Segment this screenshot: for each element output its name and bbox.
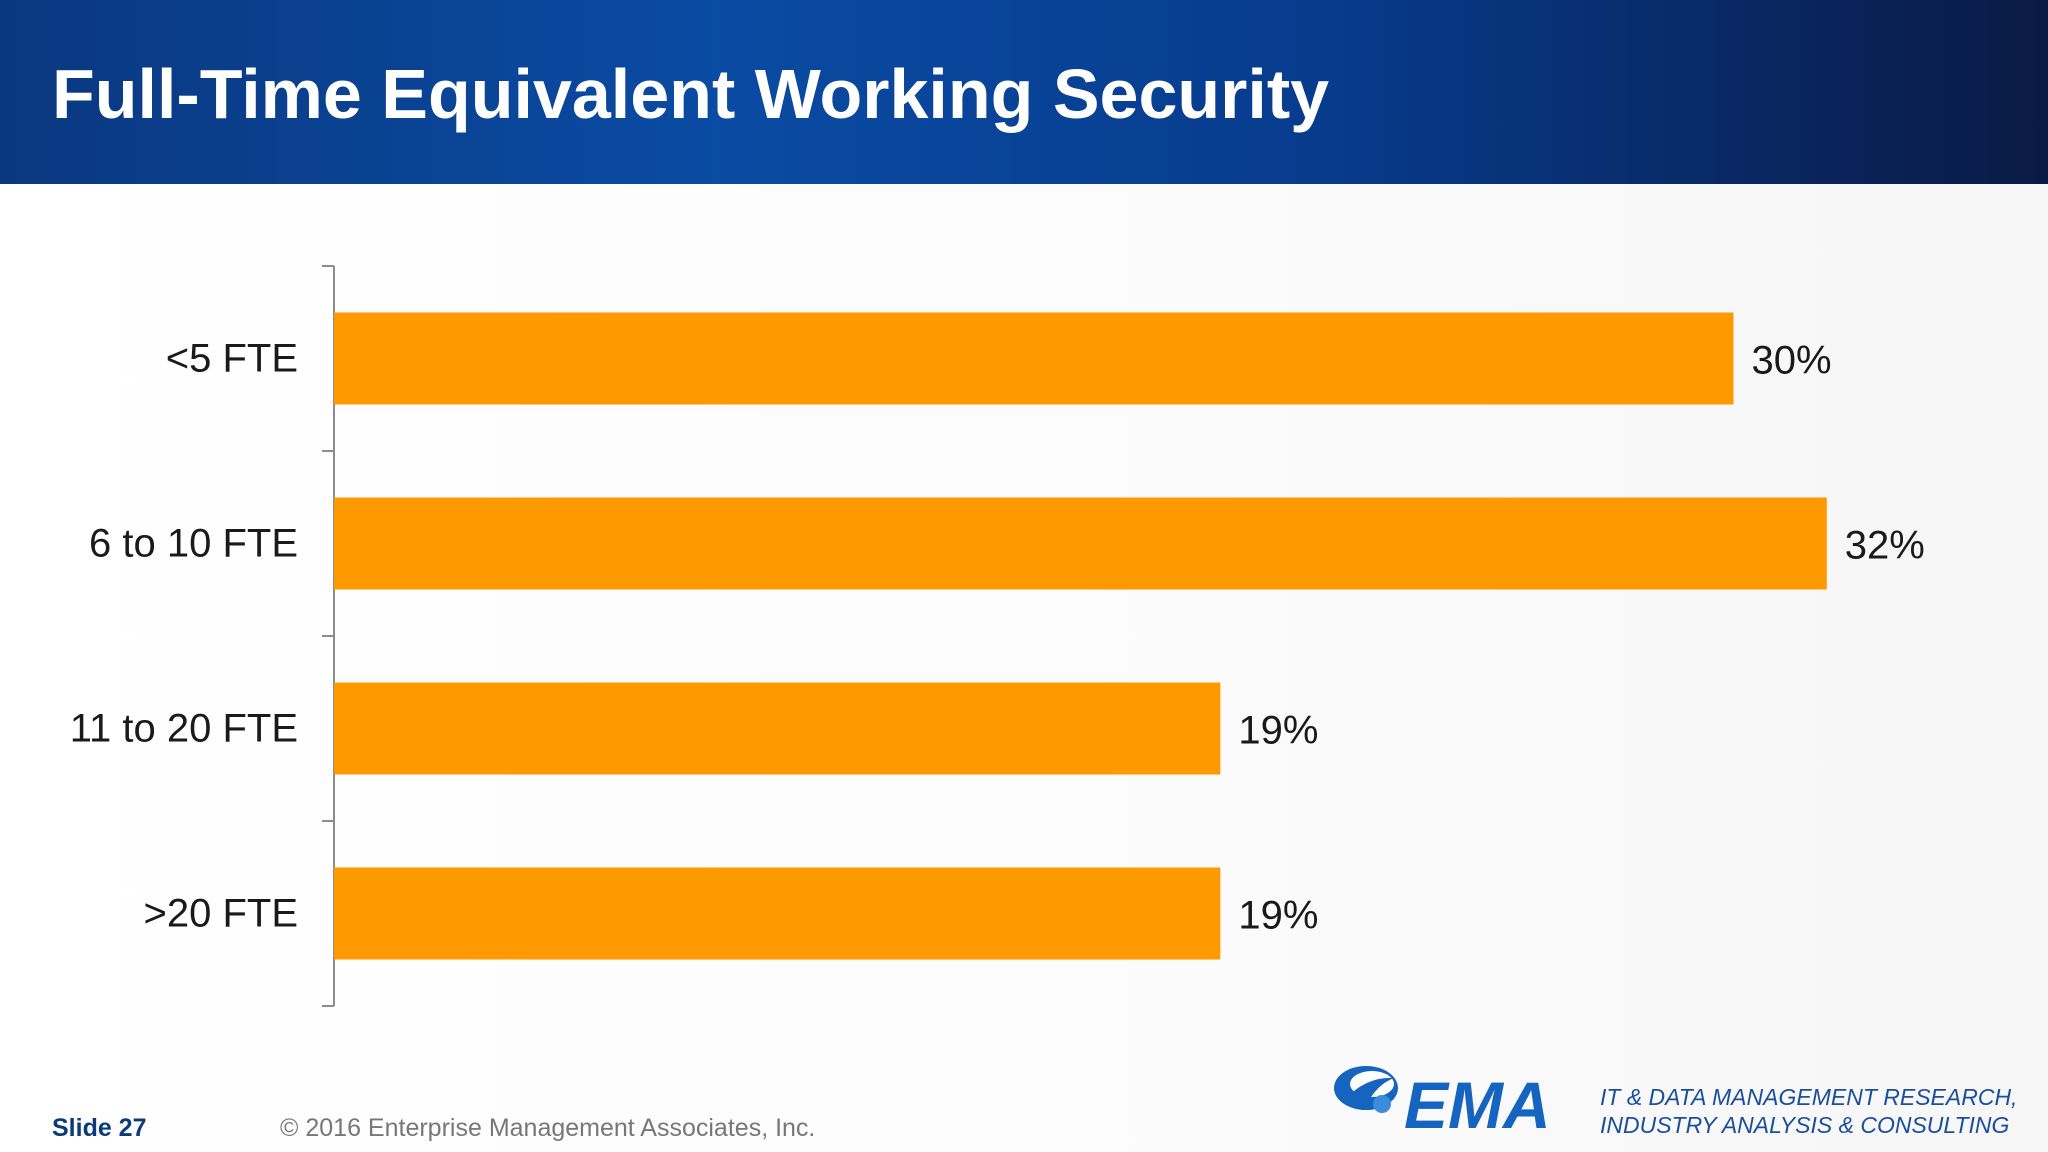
data-label: 32% [1845,524,1925,568]
tagline-line-1: IT & DATA MANAGEMENT RESEARCH, [1600,1084,2018,1110]
tagline-line-2: INDUSTRY ANALYSIS & CONSULTING [1600,1112,2010,1138]
category-label: >20 FTE [143,892,298,936]
data-label: 30% [1752,339,1832,383]
bar [334,867,1221,960]
logo-text: EMA [1404,1068,1551,1138]
data-label: 19% [1238,894,1318,938]
tagline: IT & DATA MANAGEMENT RESEARCH, INDUSTRY … [1600,1083,2017,1139]
title-banner: Full-Time Equivalent Working Security [0,0,2048,184]
copyright-notice: © 2016 Enterprise Management Associates,… [280,1114,816,1142]
bar [334,497,1827,590]
slide-title: Full-Time Equivalent Working Security [52,55,1330,133]
bar [334,682,1221,775]
ema-swoosh-icon [1334,1066,1398,1113]
category-label: 6 to 10 FTE [89,522,298,566]
bar-chart: <5 FTE 30% 6 to 10 FTE 32% 11 to 20 FTE 19% >2… [70,265,1925,1007]
category-label: <5 FTE [166,337,298,381]
category-label: 11 to 20 FTE [70,707,298,751]
ema-logo: EMA [1334,1066,1551,1138]
slide-number: Slide 27 [52,1114,147,1142]
data-label: 19% [1238,709,1318,753]
bar [334,312,1734,405]
